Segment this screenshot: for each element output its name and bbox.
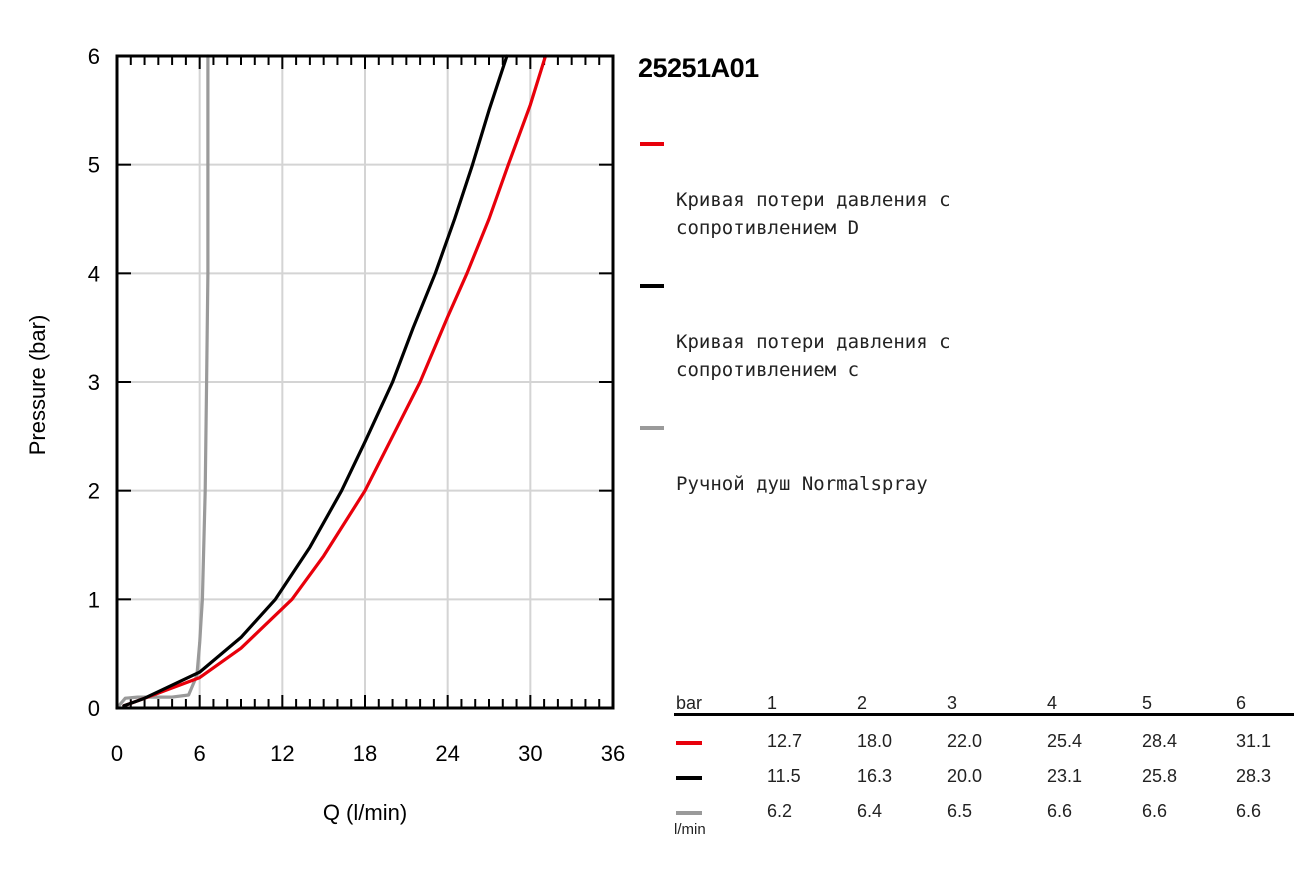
y-tick-label: 1 [88, 587, 100, 612]
x-tick-label: 18 [353, 741, 377, 766]
legend-item-black: Кривая потери давления с сопротивлением … [638, 272, 1108, 384]
legend: Кривая потери давления с сопротивлением … [638, 130, 1108, 528]
legend-label-red: Кривая потери давления с сопротивлением … [676, 189, 951, 239]
table-row-swatch [676, 776, 702, 780]
table-header-rule [674, 713, 1294, 716]
table-row-swatch [676, 741, 702, 745]
table-cell: 12.7 [767, 731, 803, 751]
y-tick-label: 5 [88, 153, 100, 178]
table-cell: 18.0 [857, 731, 893, 751]
legend-item-gray: Ручной душ Normalspray [638, 414, 1108, 498]
legend-swatch-black [640, 284, 664, 288]
table-header-cell: 3 [947, 693, 958, 713]
table-header-cell: 5 [1142, 693, 1153, 713]
table-cell: 28.4 [1142, 731, 1178, 751]
legend-swatch-gray [640, 426, 664, 430]
table-cell: 16.3 [857, 766, 893, 786]
grid-lines [117, 56, 613, 708]
x-axis-title: Q (l/min) [322, 800, 408, 825]
table-header-cell: 2 [857, 693, 868, 713]
y-axis-title: Pressure (bar) [25, 314, 50, 456]
table-cell: 25.4 [1047, 731, 1083, 751]
legend-label-gray: Ручной душ Normalspray [676, 473, 928, 495]
table-cell: 6.5 [947, 801, 973, 821]
table-header-cell: 4 [1047, 693, 1058, 713]
table-cell: 23.1 [1047, 766, 1083, 786]
x-tick-label: 0 [111, 741, 123, 766]
x-tick-label: 36 [601, 741, 625, 766]
legend-item-red: Кривая потери давления с сопротивлением … [638, 130, 1108, 242]
table-header-label: bar [676, 693, 703, 713]
table-cell: 22.0 [947, 731, 983, 751]
table-row-swatch [676, 811, 702, 815]
table-header-cell: 1 [767, 693, 778, 713]
series-line-1 [122, 54, 509, 708]
x-tick-label: 12 [270, 741, 294, 766]
table-cell: 20.0 [947, 766, 983, 786]
table-cell: 31.1 [1236, 731, 1272, 751]
table-cell: 6.6 [1047, 801, 1073, 821]
series-line-0 [122, 54, 548, 708]
legend-swatch-red [640, 142, 664, 146]
y-tick-label: 6 [88, 44, 100, 69]
table-cell: 25.8 [1142, 766, 1178, 786]
table-header-cell: 6 [1236, 693, 1247, 713]
x-tick-label: 30 [518, 741, 542, 766]
plot-frame [115, 54, 615, 710]
table-unit-label: l/min [674, 821, 706, 838]
x-tick-label: 24 [435, 741, 459, 766]
chart-title: 25251A01 [638, 53, 759, 83]
y-tick-label: 4 [88, 261, 100, 286]
y-tick-label: 3 [88, 370, 100, 395]
table-cell: 11.5 [767, 766, 801, 786]
series-lines [115, 54, 548, 710]
table-cell: 28.3 [1236, 766, 1272, 786]
table-cell: 6.2 [767, 801, 793, 821]
x-tick-label: 6 [194, 741, 206, 766]
table-cell: 6.6 [1142, 801, 1168, 821]
table-cell: 6.6 [1236, 801, 1262, 821]
y-tick-label: 0 [88, 696, 100, 721]
legend-label-black: Кривая потери давления с сопротивлением … [676, 331, 951, 381]
table-cell: 6.4 [857, 801, 883, 821]
y-tick-label: 2 [88, 479, 100, 504]
